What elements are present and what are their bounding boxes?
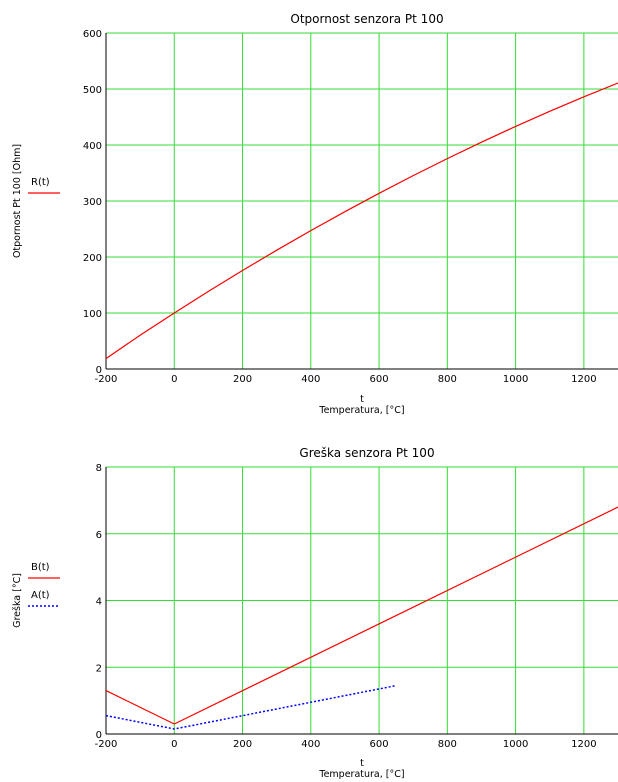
series-line-rt <box>105 82 618 360</box>
x-tick-label: 800 <box>438 739 457 750</box>
chart-2: Greška senzora Pt 100-200 0 200 400 600 800 10… <box>12 446 618 780</box>
x-tick-label: 1200 <box>571 374 596 385</box>
x-axis-variable: t <box>360 394 364 405</box>
y-axis-label: Greška [°C] <box>12 573 23 628</box>
x-tick-label: 0 <box>171 739 177 750</box>
chart-1: Otpornost senzora Pt 100-200 0 200 400 600 80… <box>12 12 618 416</box>
x-tick-label: 600 <box>370 374 389 385</box>
x-tick-label: 1200 <box>571 739 596 750</box>
x-tick-label: 200 <box>233 739 252 750</box>
x-axis-label: Temperatura, [°C] <box>318 405 404 416</box>
series-line-bt <box>105 506 618 725</box>
y-tick-label: 600 <box>83 29 102 40</box>
y-tick-label: 500 <box>83 85 102 96</box>
x-tick-label: 400 <box>301 739 320 750</box>
chart-title: Otpornost senzora Pt 100 <box>290 12 443 26</box>
y-tick-label: 200 <box>83 253 102 264</box>
x-tick-label: 400 <box>301 374 320 385</box>
y-tick-label: 300 <box>83 197 102 208</box>
x-tick-label: -200 <box>95 374 118 385</box>
x-tick-label: 0 <box>171 374 177 385</box>
y-tick-label: 100 <box>83 309 102 320</box>
x-tick-label: 200 <box>233 374 252 385</box>
y-tick-label: 2 <box>96 663 102 674</box>
y-tick-label: 4 <box>96 597 102 608</box>
x-tick-label: 600 <box>370 739 389 750</box>
y-axis-label: Otpornost Pt 100 [Ohm] <box>12 144 23 258</box>
y-tick-label: 0 <box>96 365 102 376</box>
y-tick-label: 6 <box>96 530 102 541</box>
x-tick-label: 800 <box>438 374 457 385</box>
x-axis-variable: t <box>360 758 364 769</box>
x-tick-label: 1000 <box>503 739 528 750</box>
y-tick-label: 0 <box>96 730 102 741</box>
legend-label: A(t) <box>31 590 50 601</box>
chart-title: Greška senzora Pt 100 <box>299 446 434 460</box>
y-tick-label: 400 <box>83 141 102 152</box>
y-tick-label: 8 <box>96 463 102 474</box>
x-tick-label: -200 <box>95 739 118 750</box>
x-tick-label: 1000 <box>503 374 528 385</box>
legend-label: R(t) <box>31 177 50 188</box>
x-axis-label: Temperatura, [°C] <box>318 769 404 780</box>
legend-label: B(t) <box>31 562 50 573</box>
series-line-at <box>105 684 397 730</box>
